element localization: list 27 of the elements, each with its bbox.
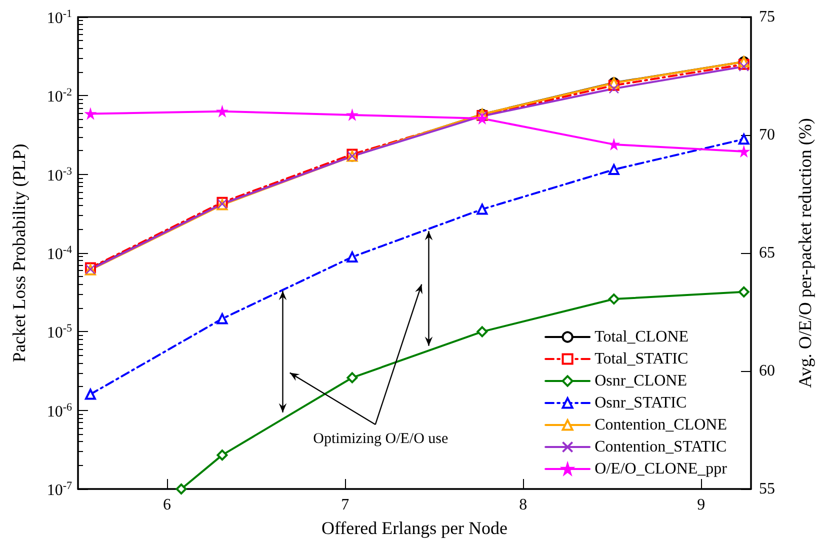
y-tick-label: 10$^{-2}$ [46,86,72,106]
legend-label: Total_STATIC [594,350,688,368]
y-tick-label: 10$^{-5}$ [46,322,72,342]
y2-tick-label: 70 [759,126,775,144]
x-tick-label: 9 [697,496,706,514]
legend-label: Osnr_STATIC [594,394,687,412]
legend-label: Contention_STATIC [594,438,727,456]
legend-label: Osnr_CLONE [594,372,687,390]
y2-axis-title: Avg. O/E/O per-packet reduction (%) [795,118,815,388]
x-tick-label: 8 [519,496,528,514]
y-tick-label: 10$^{-7}$ [46,480,72,499]
x-tick-label: 7 [341,496,350,514]
x-tick-label: 6 [163,496,172,514]
y-tick-label: 10$^{-3}$ [46,165,72,184]
y2-tick-label: 55 [759,480,775,498]
y-tick-label: 10$^{-1}$ [46,8,72,27]
y-tick-label: 10$^{-4}$ [46,244,72,263]
y2-tick-label: 65 [759,244,775,262]
annotation: Optimizing O/E/O use [313,430,448,447]
legend-label: Contention_CLONE [594,416,727,434]
x-axis-title: Offered Erlangs per Node [321,518,508,538]
y2-tick-label: 60 [759,362,775,380]
y-tick-label: 10$^{-6}$ [46,401,72,420]
y2-tick-label: 75 [759,8,775,26]
y-axis-title: Packet Loss Probability (PLP) [9,144,29,362]
legend-label: O/E/O_CLONE_ppr [594,460,728,478]
legend-label: Total_CLONE [594,328,689,346]
